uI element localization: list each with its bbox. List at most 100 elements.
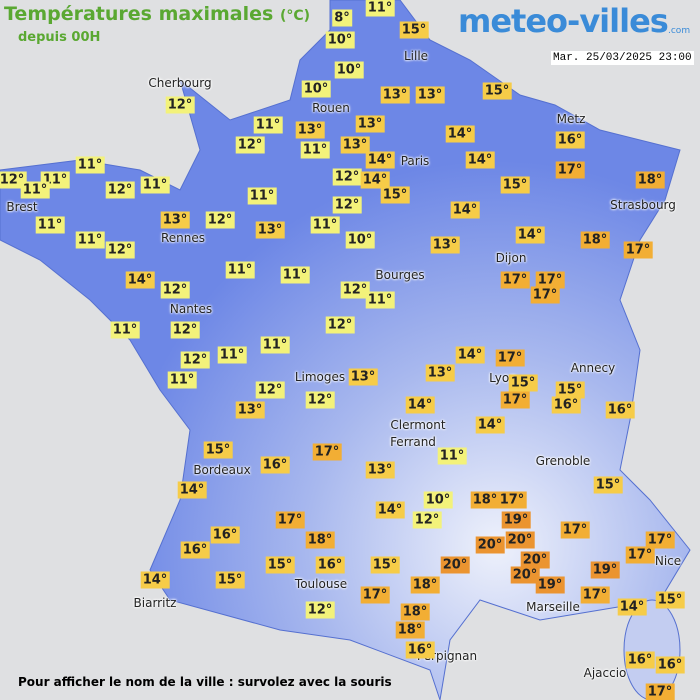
city-name: Dijon (495, 251, 527, 265)
temperature-label: 10° (345, 231, 375, 249)
temperature-label: 15° (380, 186, 410, 204)
temperature-label: 20° (510, 566, 540, 584)
city-name: Strasbourg (610, 198, 676, 212)
temperature-label: 20° (505, 531, 535, 549)
temperature-label: 15° (655, 591, 685, 609)
temperature-label: 20° (440, 556, 470, 574)
temperature-label: 16° (315, 556, 345, 574)
unit: (°C) (279, 8, 311, 24)
temperature-label: 11° (437, 447, 467, 465)
temperature-label: 12° (305, 391, 335, 409)
temperature-label: 14° (445, 125, 475, 143)
temperature-label: 10° (423, 491, 453, 509)
temperature-label: 14° (125, 271, 155, 289)
temperature-label: 11° (253, 116, 283, 134)
city-name: Rennes (160, 231, 206, 245)
city-name: Bordeaux (193, 463, 251, 477)
temperature-label: 12° (325, 316, 355, 334)
temperature-label: 11° (75, 156, 105, 174)
temperature-label: 17° (500, 271, 530, 289)
temperature-label: 13° (340, 136, 370, 154)
temperature-label: 12° (160, 281, 190, 299)
temperature-label: 11° (300, 141, 330, 159)
temperature-label: 13° (355, 115, 385, 133)
temperature-label: 15° (215, 571, 245, 589)
city-name: Nice (654, 554, 682, 568)
temperature-label: 18° (580, 231, 610, 249)
temperature-label: 11° (75, 231, 105, 249)
temperature-label: 12° (170, 321, 200, 339)
footer: Pour afficher le nom de la ville : survo… (18, 675, 392, 689)
temperature-label: 16° (625, 651, 655, 669)
temperature-label: 17° (360, 586, 390, 604)
temperature-label: 17° (580, 586, 610, 604)
temperature-label: 11° (35, 216, 65, 234)
city-name: Lille (403, 49, 429, 63)
temperature-label: 19° (501, 511, 531, 529)
temperature-label: 12° (332, 196, 362, 214)
temperature-label: 15° (265, 556, 295, 574)
title-text: Températures maximales (4, 3, 274, 25)
temperature-label: 13° (295, 121, 325, 139)
temperature-label: 18° (470, 491, 500, 509)
temperature-label: 14° (405, 396, 435, 414)
temperature-label: 13° (380, 86, 410, 104)
logo: meteo-villes (458, 2, 669, 40)
temperature-label: 20° (475, 536, 505, 554)
temperature-label: 12° (180, 351, 210, 369)
temperature-label: 18° (400, 603, 430, 621)
temperature-label: 16° (260, 456, 290, 474)
temperature-label: 18° (395, 621, 425, 639)
temperature-label: 12° (305, 601, 335, 619)
temperature-label: 18° (410, 576, 440, 594)
temperature-label: 10° (334, 61, 364, 79)
temperature-label: 17° (312, 443, 342, 461)
corsica (623, 599, 681, 700)
temperature-label: 13° (425, 364, 455, 382)
temperature-label: 12° (165, 96, 195, 114)
temperature-label: 18° (305, 531, 335, 549)
temperature-label: 14° (455, 346, 485, 364)
temperature-label: 11° (365, 291, 395, 309)
temperature-label: 14° (475, 416, 505, 434)
temperature-label: 12° (105, 181, 135, 199)
city-name: Toulouse (294, 577, 348, 591)
temperature-label: 12° (0, 171, 27, 189)
temperature-label: 11° (167, 371, 197, 389)
temperature-label: 16° (405, 641, 435, 659)
temperature-label: 15° (203, 441, 233, 459)
temperature-label: 16° (180, 541, 210, 559)
temperature-label: 14° (365, 151, 395, 169)
temperature-label: 12° (235, 136, 265, 154)
temperature-label: 13° (430, 236, 460, 254)
temperature-label: 13° (255, 221, 285, 239)
temperature-label: 17° (535, 271, 565, 289)
city-name: Grenoble (535, 454, 591, 468)
temperature-label: 15° (500, 176, 530, 194)
temperature-label: 12° (205, 211, 235, 229)
city-name: Biarritz (133, 596, 177, 610)
temperature-label: 17° (497, 491, 527, 509)
temperature-label: 14° (515, 226, 545, 244)
temperature-label: 18° (635, 171, 665, 189)
temperature-label: 17° (555, 161, 585, 179)
city-name: Clermont (390, 418, 446, 432)
temperature-label: 17° (275, 511, 305, 529)
temperature-label: 12° (340, 281, 370, 299)
temperature-label: 10° (301, 80, 331, 98)
temperature-label: 12° (105, 241, 135, 259)
temperature-label: 12° (255, 381, 285, 399)
temperature-label: 14° (617, 598, 647, 616)
city-name: Ferrand (390, 435, 436, 449)
temperature-label: 14° (140, 571, 170, 589)
temperature-label: 14° (450, 201, 480, 219)
temperature-label: 17° (645, 531, 675, 549)
temperature-label: 14° (177, 481, 207, 499)
temperature-label: 16° (605, 401, 635, 419)
temperature-label: 20° (520, 551, 550, 569)
temperature-label: 11° (110, 321, 140, 339)
logo-suffix: .com (668, 26, 691, 36)
temperature-label: 17° (495, 349, 525, 367)
city-name: Brest (6, 200, 38, 214)
